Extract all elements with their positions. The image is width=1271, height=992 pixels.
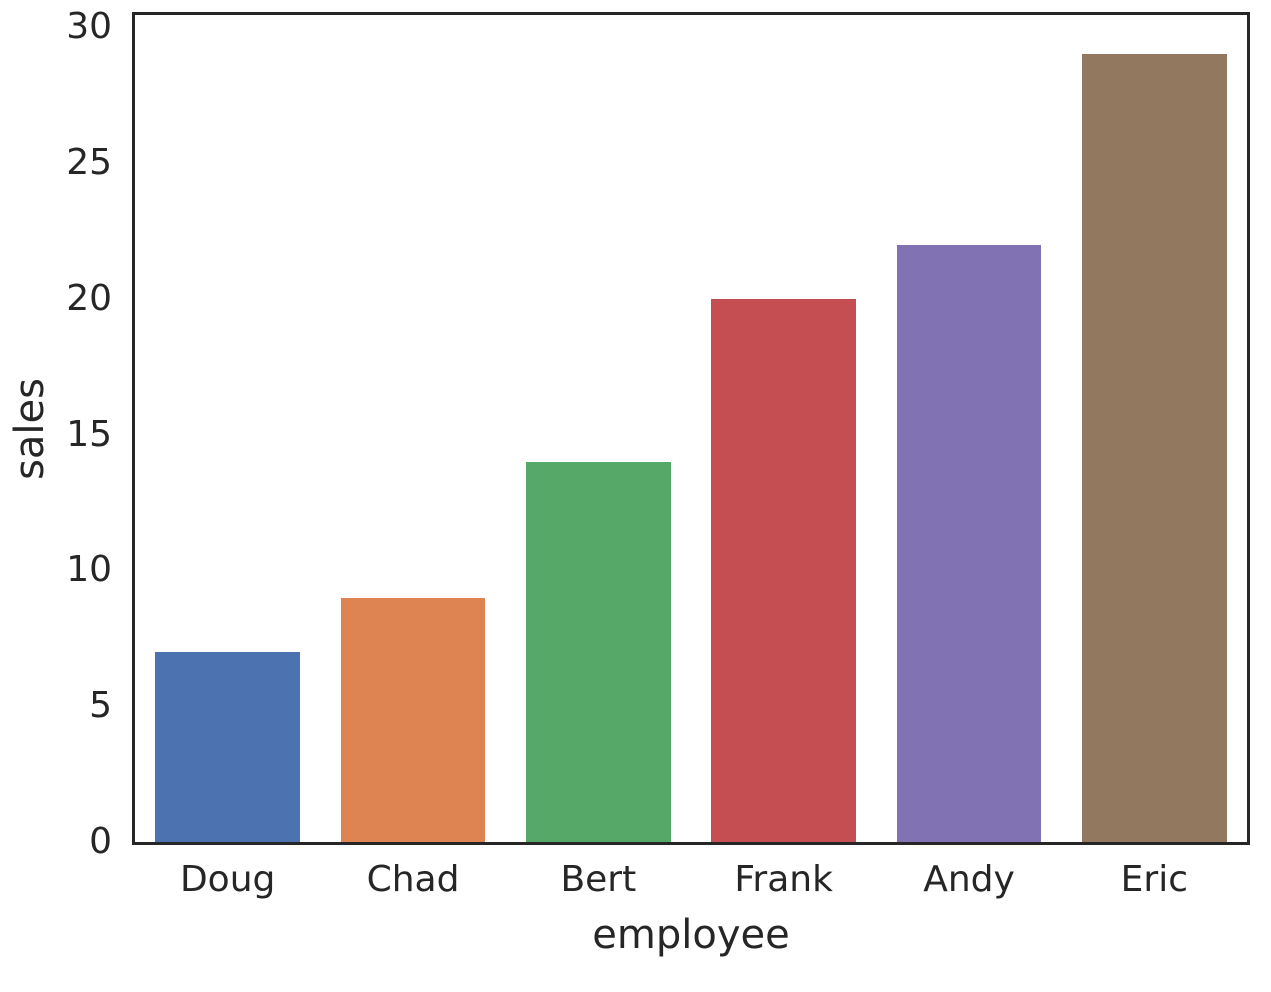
x-tick-label-frank: Frank: [734, 859, 833, 900]
bars-container: [135, 15, 1247, 842]
y-tick-label-0: 0: [89, 821, 112, 862]
bar-frank: [711, 298, 856, 842]
x-tick-label-andy: Andy: [923, 859, 1015, 900]
bar-eric: [1082, 54, 1227, 842]
x-tick-label-doug: Doug: [179, 859, 276, 900]
y-tick-label-10: 10: [66, 549, 112, 591]
x-tick-label-chad: Chad: [366, 859, 460, 900]
x-tick-label-bert: Bert: [560, 859, 637, 900]
y-tick-label-20: 20: [66, 277, 112, 319]
x-tick-label-eric: Eric: [1120, 859, 1188, 900]
x-axis-label: employee: [592, 912, 790, 958]
y-tick-label-5: 5: [89, 685, 112, 727]
bar-andy: [896, 244, 1042, 842]
y-tick-label-30: 30: [66, 6, 112, 48]
bar-chad: [340, 597, 486, 842]
y-tick-label-15: 15: [66, 413, 112, 455]
plot-area: [132, 12, 1250, 845]
bar-bert: [526, 461, 671, 842]
y-tick-label-25: 25: [66, 142, 112, 184]
bar-doug: [155, 651, 300, 842]
